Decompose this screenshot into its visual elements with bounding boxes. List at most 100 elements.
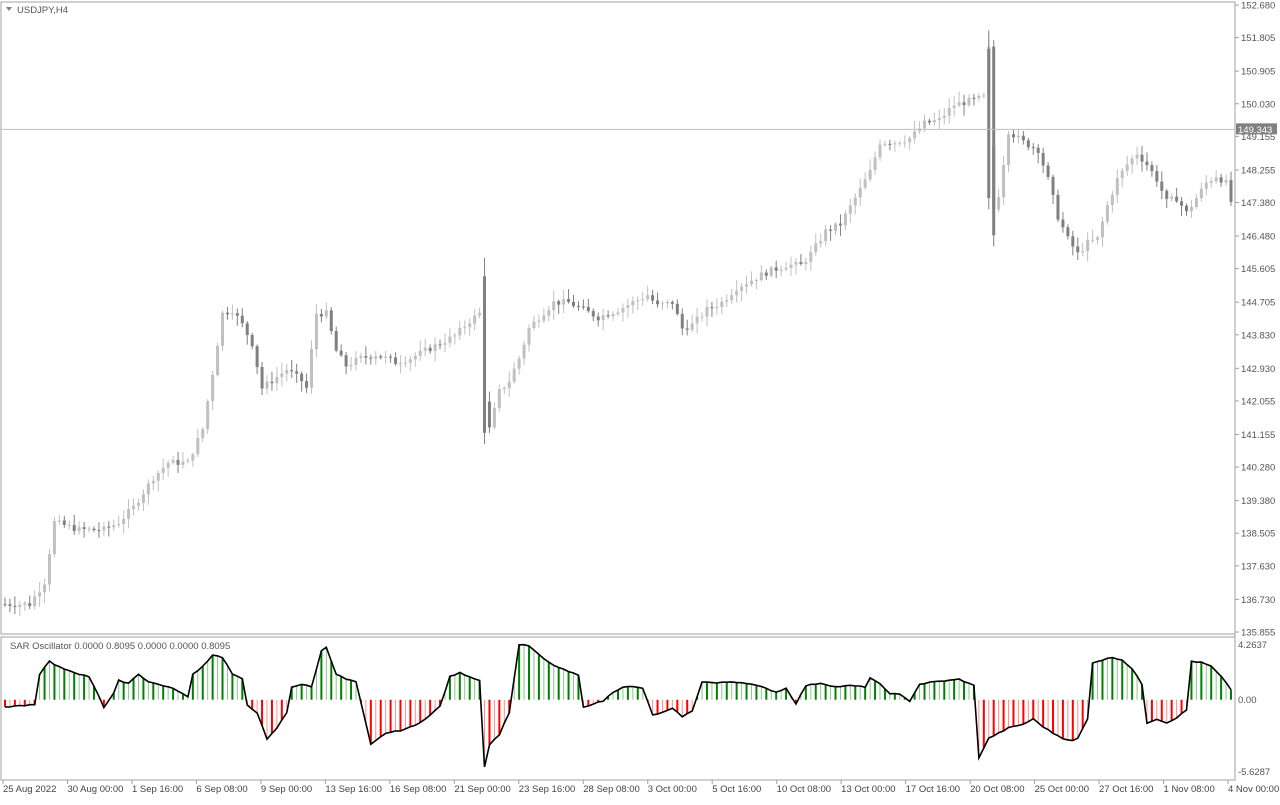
candle	[547, 305, 551, 322]
candle-body	[547, 310, 551, 316]
candle-body	[799, 262, 803, 265]
candle-body	[1189, 206, 1193, 212]
candle-body	[987, 48, 991, 199]
candle	[1185, 203, 1189, 216]
candle-body	[28, 603, 32, 607]
candle-body	[641, 299, 645, 301]
candle	[596, 312, 600, 327]
candle	[310, 340, 313, 394]
candle	[700, 312, 704, 322]
candle	[136, 498, 140, 511]
candle	[725, 294, 729, 307]
candle-body	[62, 520, 66, 525]
oscillator-title: SAR Oscillator 0.0000 0.8095 0.0000 0.00…	[10, 641, 230, 652]
price-tick-label: 150.030	[1241, 99, 1275, 110]
candle	[468, 318, 472, 337]
candle	[888, 139, 892, 151]
candle	[13, 596, 17, 615]
candle-body	[1160, 181, 1164, 191]
candle	[23, 600, 27, 611]
candle	[927, 118, 931, 126]
candle-body	[1155, 171, 1159, 182]
candle	[913, 120, 917, 144]
candle-body	[962, 102, 966, 106]
candle-body	[1071, 236, 1075, 247]
candle	[1081, 242, 1085, 257]
candle	[339, 344, 343, 358]
time-tick-label: 9 Sep 00:00	[261, 784, 312, 795]
price-tick-label: 137.630	[1241, 561, 1275, 572]
candle-body	[359, 356, 363, 359]
candle-body	[848, 205, 852, 214]
current-price-value: 149.343	[1238, 125, 1272, 136]
candle-body	[1175, 196, 1179, 202]
candle	[77, 521, 81, 535]
candle	[710, 302, 714, 317]
candle	[562, 289, 566, 314]
candle-body	[784, 267, 788, 270]
candle	[868, 159, 872, 182]
candle-body	[443, 343, 447, 345]
candle	[290, 360, 294, 378]
price-tick-label: 150.905	[1241, 67, 1275, 78]
candle-body	[206, 401, 210, 430]
candle-body	[868, 170, 872, 180]
candle	[206, 399, 210, 434]
candle	[1194, 194, 1198, 209]
candle	[814, 233, 818, 256]
candle	[740, 282, 744, 302]
candle	[507, 371, 511, 398]
price-tick-label: 141.155	[1241, 430, 1275, 441]
candle-body	[1021, 135, 1025, 141]
candle-body	[695, 316, 699, 324]
candle	[260, 362, 264, 396]
symbol-timeframe-label: USDJPY,H4	[17, 5, 68, 16]
candle-body	[265, 381, 269, 389]
candle-body	[245, 323, 249, 336]
candle-body	[418, 350, 422, 356]
candle	[1224, 174, 1228, 186]
candle-body	[47, 554, 51, 585]
candle	[1150, 161, 1154, 177]
candle	[324, 302, 328, 320]
price-tick-label: 136.730	[1241, 595, 1275, 606]
current-price-tag-background	[1236, 123, 1277, 135]
candle-body	[952, 105, 956, 109]
candle-body	[552, 301, 556, 311]
candle	[314, 304, 318, 358]
candle	[487, 391, 491, 434]
candle	[428, 344, 432, 354]
candle-body	[636, 300, 640, 302]
candle-body	[670, 301, 674, 304]
candle	[1160, 171, 1164, 200]
candle-body	[43, 584, 47, 593]
candle-body	[621, 307, 625, 313]
symbol-title[interactable]: USDJPY,H4	[6, 5, 68, 16]
candle	[586, 298, 590, 313]
candle	[557, 299, 561, 314]
candle-body	[270, 381, 274, 384]
candle	[942, 108, 946, 125]
candle-body	[740, 286, 744, 291]
candle	[626, 298, 630, 318]
candle-body	[483, 276, 487, 433]
candle-body	[1120, 170, 1124, 179]
candle	[359, 352, 363, 363]
candle-body	[314, 313, 318, 350]
candle	[1155, 165, 1159, 187]
candle-body	[675, 303, 679, 314]
candle-body	[1031, 147, 1035, 149]
candle-body	[745, 284, 749, 287]
candle	[47, 548, 51, 592]
candle	[962, 94, 966, 116]
candle-body	[764, 272, 768, 276]
candle-body	[487, 401, 491, 428]
candle-body	[774, 267, 778, 271]
dropdown-triangle-icon[interactable]	[6, 7, 12, 11]
price-tick-label: 139.380	[1241, 496, 1275, 507]
price-tick-label: 148.255	[1241, 165, 1275, 176]
candle	[384, 350, 388, 365]
candle	[651, 289, 655, 305]
candle	[334, 326, 338, 353]
